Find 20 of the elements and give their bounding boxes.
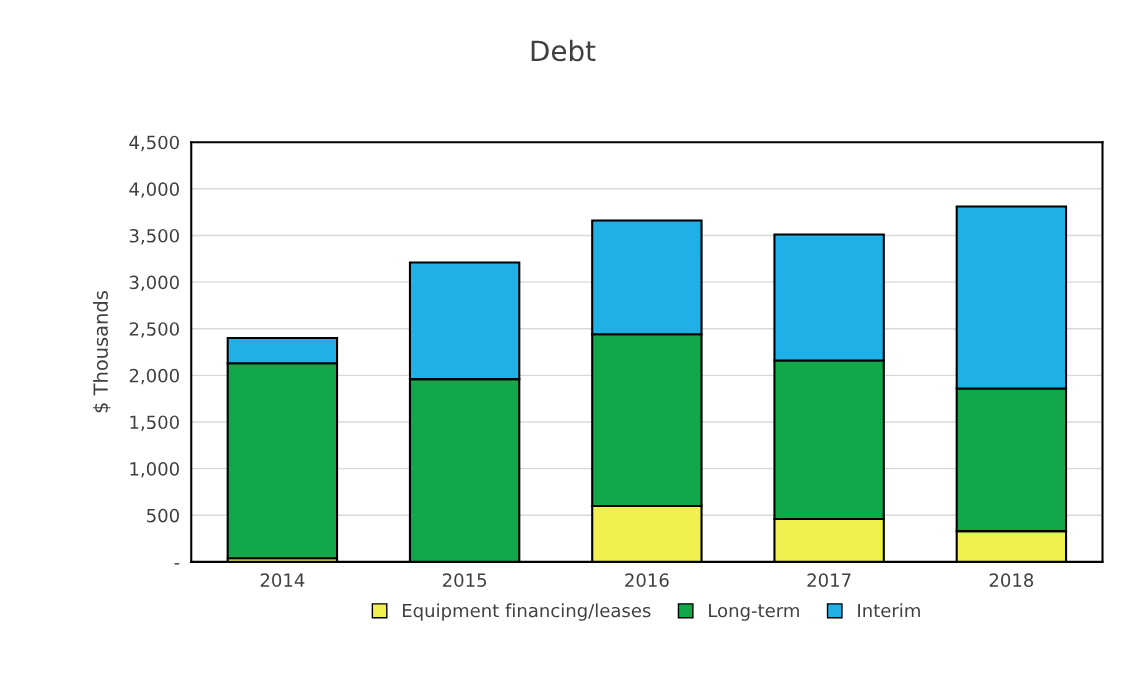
y-tick-label: 500 (147, 508, 179, 523)
y-tick-label: 3,500 (129, 228, 179, 245)
x-tick-label: 2018 (989, 573, 1034, 587)
x-tick-label: 2017 (807, 573, 851, 587)
y-tick-label: 2,500 (129, 322, 179, 338)
x-tick-label: 2015 (442, 573, 487, 587)
legend-label: Equipment financing/leases (403, 603, 651, 621)
y-tick-label: 4,500 (129, 135, 179, 152)
y-tick-label: - (174, 563, 180, 565)
y-tick-label: 1,000 (130, 462, 179, 478)
y-tick-label: 2,000 (129, 368, 179, 385)
y-tick-label: 3,000 (129, 275, 179, 292)
legend-label: Long-term (709, 603, 799, 621)
y-tick-label: 1,500 (130, 415, 179, 431)
y-axis-title: $ Thousands (92, 291, 111, 413)
chart-title: Debt (531, 39, 596, 62)
y-tick-label: 4,000 (129, 182, 179, 198)
legend-label: Interim (858, 603, 920, 618)
x-tick-label: 2014 (260, 573, 305, 587)
x-tick-label: 2016 (625, 573, 669, 587)
